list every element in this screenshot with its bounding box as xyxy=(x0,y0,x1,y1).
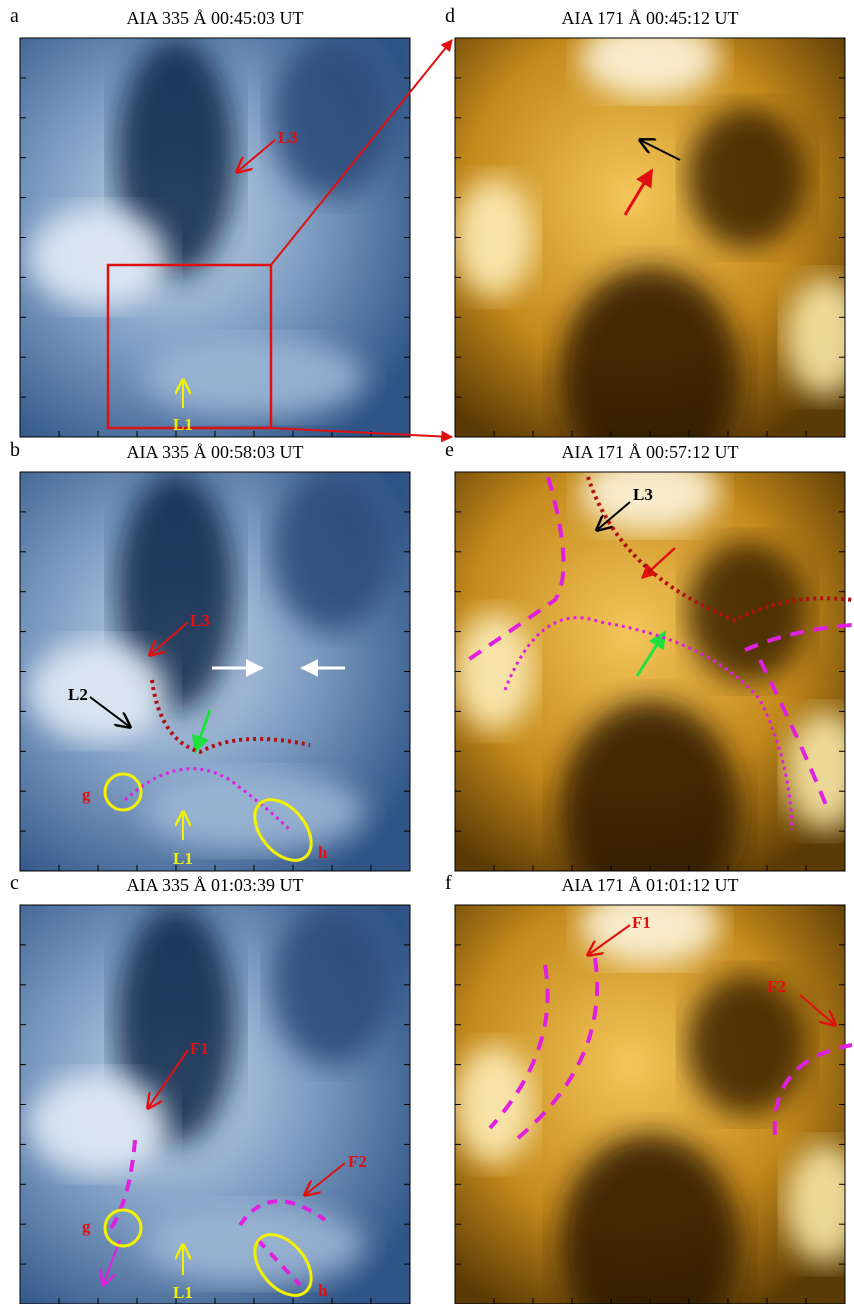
panel-letter: a xyxy=(10,5,19,27)
panel: a AIA 335 Å 00:45:03 UT xyxy=(10,5,410,437)
label: h xyxy=(318,1281,328,1300)
label: h xyxy=(318,843,328,862)
texture xyxy=(144,1204,364,1284)
image xyxy=(20,472,410,871)
texture xyxy=(688,108,808,248)
panel: e AIA 171 Å 00:57:12 UT xyxy=(445,439,854,921)
label: L3 xyxy=(190,611,210,630)
panel-letter: f xyxy=(445,872,452,894)
texture xyxy=(580,18,720,98)
label: L1 xyxy=(173,849,193,868)
label: L1 xyxy=(173,1283,193,1302)
texture xyxy=(28,207,168,307)
texture xyxy=(454,178,534,298)
label: L3 xyxy=(278,128,298,147)
label: L3 xyxy=(633,485,653,504)
texture xyxy=(272,38,392,198)
texture xyxy=(688,542,808,682)
texture xyxy=(28,641,168,741)
panel-title: AIA 171 Å 00:57:12 UT xyxy=(562,442,739,462)
label: F2 xyxy=(767,977,786,996)
panel-letter: b xyxy=(10,439,20,461)
panel-letter: d xyxy=(445,5,455,27)
label: F2 xyxy=(348,1152,367,1171)
label: L2 xyxy=(68,685,88,704)
panel: b AIA 335 Å 00:58:03 UT xyxy=(10,439,410,871)
label: g xyxy=(82,785,91,804)
image xyxy=(454,18,854,487)
image xyxy=(454,452,854,921)
label: g xyxy=(82,1217,91,1236)
panel: d AIA 171 Å 00:45:12 UT xyxy=(445,5,854,487)
panel-title: AIA 335 Å 00:58:03 UT xyxy=(127,442,304,462)
texture xyxy=(272,905,392,1065)
label: L1 xyxy=(173,415,193,434)
texture xyxy=(688,975,808,1115)
label: F1 xyxy=(190,1039,209,1058)
panel-letter: c xyxy=(10,872,19,894)
texture xyxy=(28,1074,168,1174)
texture xyxy=(454,612,534,732)
panel: c AIA 335 Å 01:03:39 UT xyxy=(10,872,410,1304)
image xyxy=(20,38,410,437)
panel: f AIA 171 Å 01:01:12 UT xyxy=(445,872,854,1304)
panels: a AIA 335 Å 00:45:03 UT b AIA 335 Å 00:58:0… xyxy=(10,5,854,1304)
panel-title: AIA 171 Å 01:01:12 UT xyxy=(562,875,739,895)
texture xyxy=(144,337,364,417)
image xyxy=(454,885,854,1304)
image xyxy=(20,905,410,1304)
panel-title: AIA 335 Å 01:03:39 UT xyxy=(127,875,304,895)
panel-letter: e xyxy=(445,439,454,461)
panel-title: AIA 171 Å 00:45:12 UT xyxy=(562,8,739,28)
texture xyxy=(272,472,392,632)
panel-title: AIA 335 Å 00:45:03 UT xyxy=(127,8,304,28)
label: F1 xyxy=(632,913,651,932)
texture xyxy=(454,1045,534,1165)
figure: a AIA 335 Å 00:45:03 UT b AIA 335 Å 00:58:0… xyxy=(0,0,854,1304)
